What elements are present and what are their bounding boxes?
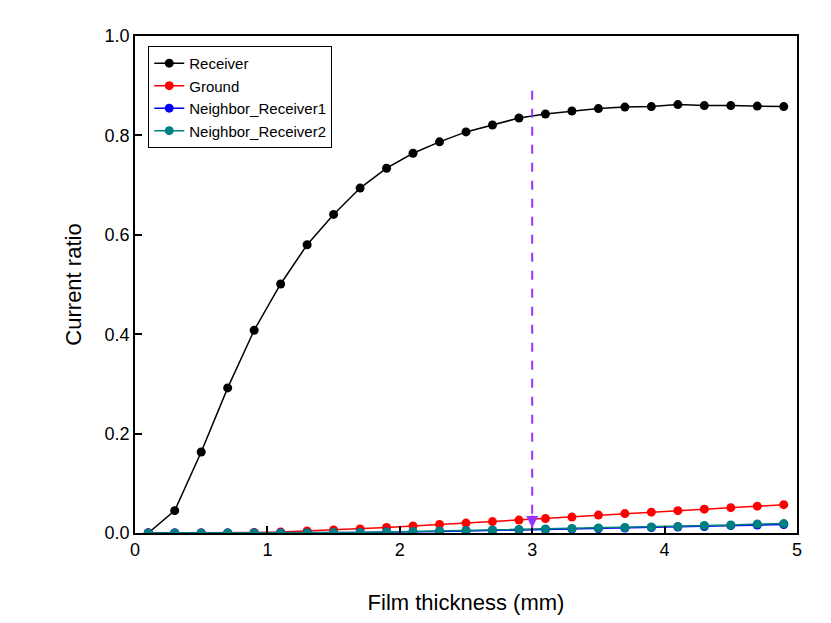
svg-text:0.6: 0.6	[105, 225, 130, 245]
svg-text:1: 1	[262, 540, 272, 560]
svg-text:Neighbor_Receiver2: Neighbor_Receiver2	[189, 123, 326, 140]
svg-text:Ground: Ground	[189, 78, 239, 95]
svg-text:Film thickness (mm): Film thickness (mm)	[368, 590, 565, 615]
svg-text:Current ratio: Current ratio	[61, 223, 86, 345]
svg-text:0.8: 0.8	[105, 126, 130, 146]
svg-text:0.0: 0.0	[105, 523, 130, 543]
svg-text:5: 5	[792, 540, 802, 560]
svg-text:1.0: 1.0	[105, 26, 130, 46]
svg-text:0.2: 0.2	[105, 424, 130, 444]
svg-text:0.4: 0.4	[105, 325, 130, 345]
svg-text:2: 2	[395, 540, 405, 560]
svg-text:0: 0	[130, 540, 140, 560]
svg-text:4: 4	[660, 540, 670, 560]
svg-text:Neighbor_Receiver1: Neighbor_Receiver1	[189, 100, 326, 117]
svg-text:3: 3	[527, 540, 537, 560]
svg-text:Receiver: Receiver	[189, 55, 248, 72]
